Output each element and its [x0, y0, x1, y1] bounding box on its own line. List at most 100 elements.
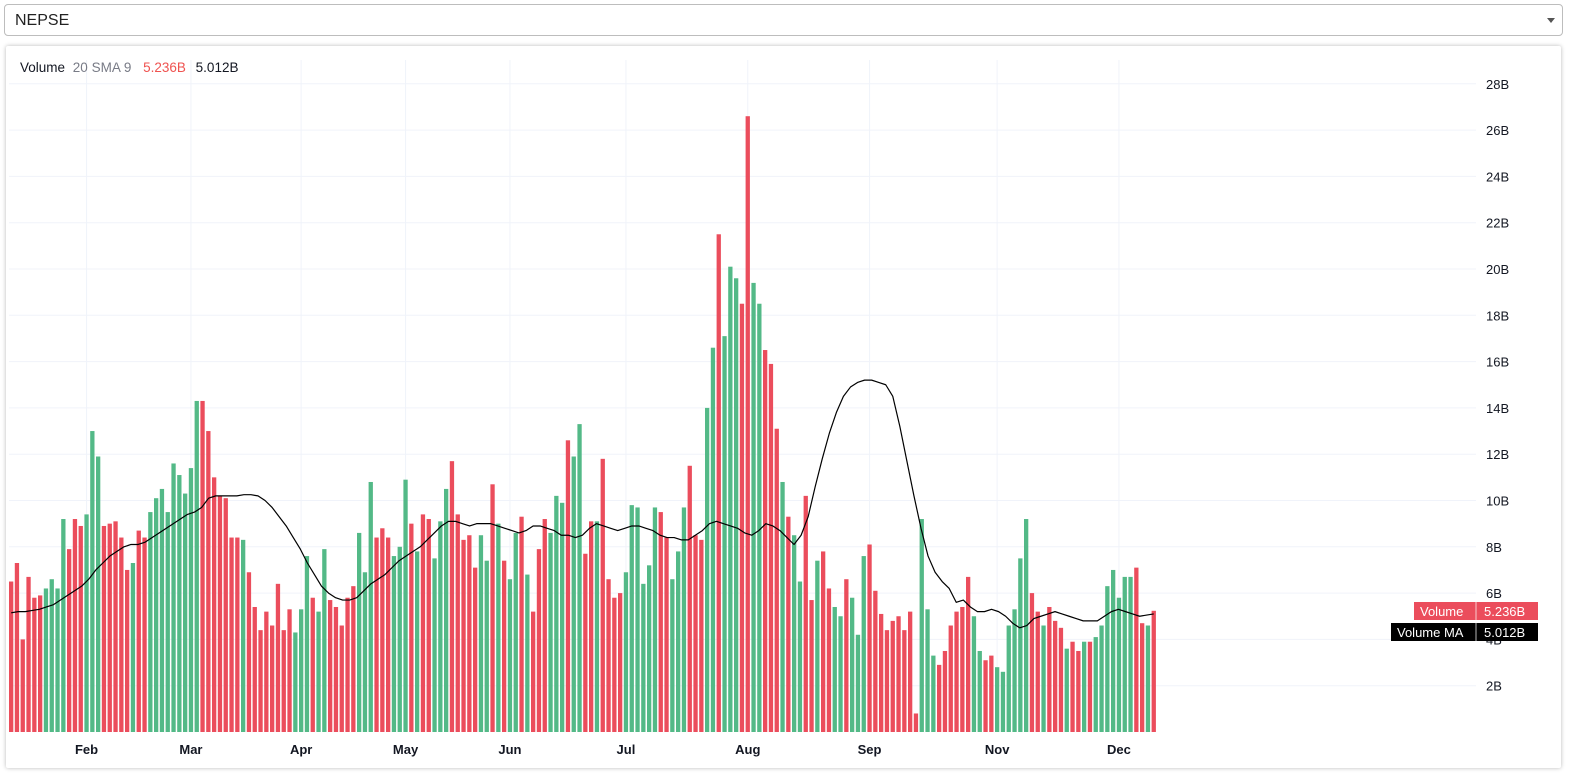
volume-bar — [1058, 627, 1064, 732]
volume-bar — [809, 600, 814, 732]
legend-ma-value: 5.012B — [195, 60, 239, 75]
volume-bar — [357, 532, 362, 732]
volume-bar — [519, 516, 524, 732]
chevron-down-icon[interactable] — [1547, 18, 1555, 23]
volume-bar — [600, 458, 605, 732]
volume-bar — [536, 549, 542, 732]
volume-bar — [664, 537, 669, 732]
volume-bar — [229, 537, 234, 732]
volume-bar — [850, 597, 855, 732]
volume-price-label-value: 5.236B — [1484, 604, 1525, 619]
y-tick-label: 8B — [1486, 540, 1502, 555]
volume-bar — [194, 400, 199, 732]
volume-bar — [751, 282, 756, 732]
volume-bar — [844, 579, 849, 732]
volume-bar — [821, 551, 826, 732]
volume-bar — [362, 572, 368, 732]
volume-bar — [855, 634, 861, 732]
x-tick-label: Mar — [179, 742, 202, 757]
chart-panel[interactable]: 2B4B6B8B10B12B14B16B18B20B22B24B26B28B F… — [6, 46, 1561, 768]
volume-bar — [241, 539, 246, 732]
volume-bar — [409, 523, 414, 732]
volume-bar — [1140, 623, 1145, 732]
volume-price-label: Volume 5.236B — [1414, 602, 1538, 620]
volume-bar — [879, 613, 884, 732]
volume-bar — [948, 625, 953, 732]
volume-bar — [478, 535, 484, 732]
volume-bar — [873, 590, 878, 732]
volume-bar — [165, 512, 170, 732]
volume-bar — [444, 488, 449, 732]
x-tick-label: Feb — [75, 742, 98, 757]
volume-bar — [432, 558, 437, 733]
legend-volume-value: 5.236B — [143, 60, 186, 75]
volume-bar — [304, 556, 310, 732]
volume-bar — [902, 630, 907, 732]
ma-price-label-name: Volume MA — [1397, 625, 1464, 640]
volume-bar — [403, 479, 408, 732]
volume-bar — [467, 535, 472, 732]
price-labels: Volume 5.236B Volume MA 5.012B — [1391, 602, 1538, 641]
volume-bar — [768, 363, 774, 732]
volume-bar — [734, 278, 739, 732]
volume-chart[interactable]: 2B4B6B8B10B12B14B16B18B20B22B24B26B28B F… — [6, 46, 1561, 768]
volume-bar — [705, 407, 710, 732]
volume-bar — [931, 655, 936, 732]
volume-bar — [206, 431, 211, 732]
volume-bar — [473, 567, 478, 732]
volume-bar — [995, 667, 1000, 732]
x-axis: Feb Mar Apr May Jun Jul Aug Sep Nov Dec — [75, 742, 1131, 757]
volume-bar — [374, 537, 379, 732]
x-tick-label: May — [393, 742, 419, 757]
volume-bar — [786, 516, 791, 732]
volume-bar — [281, 630, 286, 732]
y-tick-label: 6B — [1486, 586, 1502, 601]
volume-bar — [119, 537, 124, 732]
volume-bar — [728, 266, 733, 732]
volume-bar — [1006, 625, 1011, 732]
volume-bar — [1111, 569, 1116, 732]
volume-bar — [107, 523, 112, 732]
y-tick-label: 16B — [1486, 355, 1509, 370]
volume-bar — [415, 551, 420, 732]
volume-bar — [560, 502, 565, 732]
volume-bar — [838, 616, 843, 732]
volume-bar — [420, 514, 426, 732]
y-tick-label: 26B — [1486, 123, 1509, 138]
volume-bar — [26, 576, 31, 732]
volume-bar — [780, 481, 785, 732]
moving-average-line — [11, 379, 1154, 629]
volume-bar — [763, 350, 768, 732]
volume-bar — [1099, 625, 1104, 732]
volume-bar — [142, 537, 147, 732]
volume-bar — [571, 456, 576, 732]
volume-bar — [635, 507, 640, 732]
symbol-select[interactable]: NEPSE — [4, 4, 1563, 36]
volume-bar — [861, 556, 866, 732]
volume-bar — [1070, 641, 1075, 732]
volume-bar — [455, 514, 460, 732]
y-tick-label: 18B — [1486, 308, 1509, 323]
volume-bar — [310, 597, 315, 732]
volume-bar — [1128, 576, 1133, 732]
volume-bar — [693, 535, 698, 732]
x-tick-label: Apr — [290, 742, 312, 757]
volume-bar — [496, 523, 501, 732]
volume-bar — [507, 579, 513, 732]
volume-bar — [977, 650, 982, 732]
volume-bar — [797, 581, 803, 732]
volume-bar — [235, 537, 240, 732]
volume-bar — [113, 521, 118, 732]
volume-bar — [1145, 625, 1151, 732]
volume-bar — [391, 556, 397, 732]
volume-bar — [368, 481, 373, 732]
volume-bar — [890, 620, 895, 732]
volume-bar — [345, 597, 350, 732]
volume-bar — [101, 525, 107, 732]
volume-bar — [989, 655, 994, 732]
volume-bar — [513, 532, 518, 732]
volume-bar — [618, 593, 623, 732]
y-axis: 2B4B6B8B10B12B14B16B18B20B22B24B26B28B — [1486, 77, 1509, 694]
volume-bar — [177, 475, 182, 732]
volume-bar — [78, 525, 83, 732]
